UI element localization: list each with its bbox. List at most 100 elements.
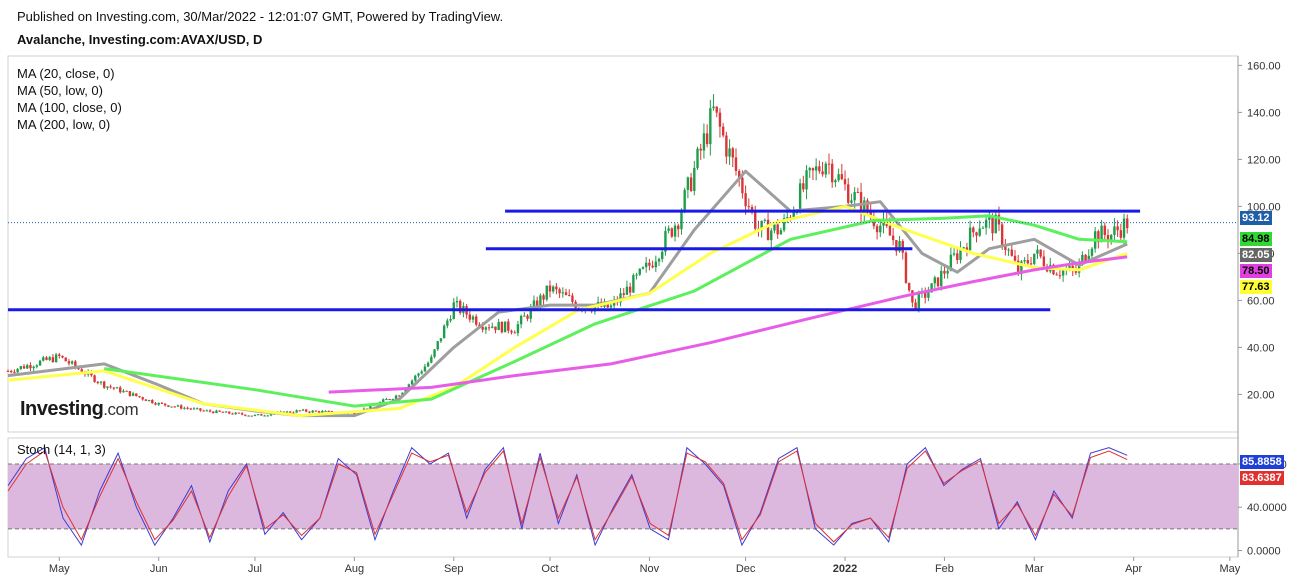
candle-body <box>1029 263 1033 265</box>
candle-body <box>115 387 119 389</box>
candle-body <box>151 399 154 404</box>
candle-body <box>61 355 64 358</box>
candle-body <box>683 189 686 212</box>
candle-body <box>455 300 459 303</box>
ma-100-label[interactable]: MA (100, close, 0) <box>17 100 122 115</box>
candle-body <box>770 230 773 241</box>
candle-body <box>824 163 827 175</box>
candle-body <box>904 252 908 283</box>
candle-body <box>176 405 180 407</box>
candle-body <box>680 211 683 230</box>
candle-body <box>760 220 763 231</box>
candle-body <box>750 207 754 211</box>
candle-body <box>1061 270 1065 276</box>
candle-body <box>933 277 937 284</box>
stoch-line <box>7 446 1128 547</box>
candle-body <box>798 183 802 212</box>
candle-body <box>523 315 526 317</box>
candle-body <box>468 314 472 320</box>
candle-body <box>837 174 840 181</box>
candle-body <box>661 251 664 260</box>
candle-body <box>266 415 269 417</box>
candle-body <box>940 270 943 287</box>
candle-body <box>1097 231 1100 243</box>
candle-body <box>930 283 933 293</box>
candle-body <box>305 409 308 412</box>
candle-body <box>1081 254 1084 263</box>
candle-body <box>532 300 536 308</box>
candle-body <box>1100 225 1103 243</box>
candle-body <box>38 360 42 366</box>
candle-body <box>946 270 949 274</box>
candle-body <box>664 230 667 252</box>
candle-body <box>426 362 430 367</box>
candle-body <box>1023 260 1026 262</box>
candle-body <box>548 285 552 292</box>
candle-body <box>1087 255 1090 262</box>
candle-body <box>1039 249 1042 257</box>
candle-body <box>289 411 292 413</box>
candle-body <box>744 193 747 207</box>
candle-body <box>199 408 202 411</box>
candle-body <box>250 415 253 417</box>
candle-body <box>29 365 32 369</box>
candle-body <box>228 411 231 414</box>
candle-body <box>497 322 500 331</box>
candle-body <box>141 397 144 400</box>
candle-body <box>170 406 173 408</box>
candle-body <box>208 410 212 412</box>
candle-body <box>545 285 548 300</box>
ma-200-label[interactable]: MA (200, low, 0) <box>17 117 111 132</box>
candle-body <box>212 411 215 414</box>
candle-body <box>773 224 776 231</box>
candle-body <box>718 112 722 127</box>
candle-body <box>981 227 985 229</box>
candle-body <box>234 412 237 415</box>
candle-body <box>699 148 702 151</box>
candle-body <box>321 411 324 413</box>
candle-body <box>1077 262 1081 273</box>
candle-body <box>972 227 975 233</box>
price-tick-label: 120.00 <box>1247 154 1281 166</box>
candle-body <box>702 133 706 151</box>
candle-body <box>458 300 462 313</box>
candle-body <box>994 214 997 234</box>
candle-body <box>99 381 103 383</box>
candle-body <box>147 399 151 401</box>
candle-body <box>231 413 234 415</box>
candle-body <box>696 148 699 168</box>
candle-body <box>847 184 850 203</box>
candle-body <box>160 402 164 404</box>
candle-body <box>263 415 266 417</box>
ma-50-label[interactable]: MA (50, low, 0) <box>17 83 103 98</box>
candle-body <box>247 415 250 417</box>
candle-body <box>260 414 263 416</box>
candle-body <box>936 277 940 287</box>
candle-body <box>96 381 99 383</box>
candle-body <box>635 274 638 276</box>
candle-body <box>237 412 241 414</box>
ma-20-label[interactable]: MA (20, close, 0) <box>17 66 115 81</box>
candle-body <box>510 330 513 333</box>
price-tag: 82.05 <box>1240 248 1272 262</box>
candle-body <box>648 262 651 266</box>
candle-body <box>830 163 834 183</box>
candle-body <box>805 170 808 190</box>
candle-body <box>568 295 571 297</box>
candle-body <box>51 357 55 363</box>
candle-body <box>737 171 741 178</box>
stoch-label[interactable]: Stoch (14, 1, 3) <box>17 442 106 457</box>
candle-body <box>433 349 436 357</box>
candle-body <box>196 408 199 410</box>
candle-body <box>731 148 734 158</box>
stoch-band <box>8 463 1238 529</box>
candle-body <box>542 295 545 300</box>
published-caption: Published on Investing.com, 30/Mar/2022 … <box>17 9 504 24</box>
x-tick-label: May <box>49 563 70 575</box>
candle-body <box>327 410 330 412</box>
candle-body <box>766 219 770 241</box>
candle-body <box>42 357 45 361</box>
candle-body <box>442 325 446 339</box>
candle-body <box>54 354 58 363</box>
